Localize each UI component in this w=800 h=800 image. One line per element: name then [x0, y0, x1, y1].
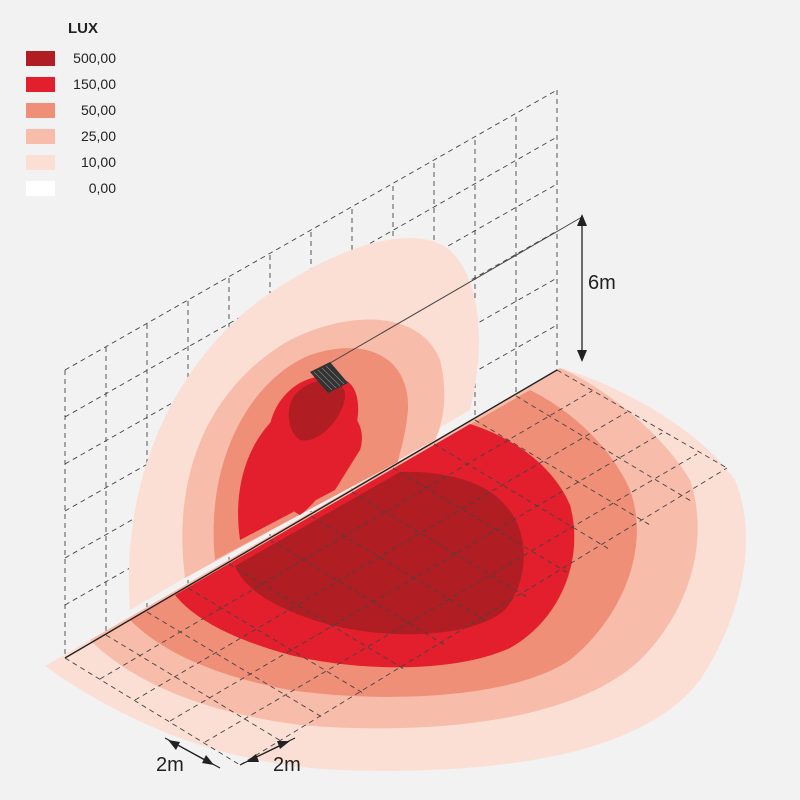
- height-dimension: [577, 214, 587, 362]
- legend-value-10: 10,00: [80, 154, 116, 170]
- grid-width-label: 2m: [273, 754, 301, 776]
- floor-zone-500: [235, 471, 524, 635]
- legend-swatch-50: [26, 103, 55, 118]
- legend-swatch-500: [26, 51, 55, 66]
- wall-isolux: [128, 238, 479, 610]
- legend-item-500: 500,00: [26, 50, 126, 67]
- legend-value-0: 0,00: [88, 180, 116, 196]
- wall-zone-500: [288, 380, 345, 441]
- legend-item-50: 50,00: [26, 102, 126, 119]
- wall-floor-edge: [64, 369, 558, 659]
- legend-value-25: 25,00: [80, 128, 116, 144]
- floor-isolux: [45, 368, 747, 771]
- height-dimension-label: 6m: [588, 272, 616, 294]
- floodlight-fixture: [310, 362, 348, 393]
- grid-width-dimension: [239, 737, 296, 766]
- mounting-line: [317, 216, 583, 371]
- legend-item-0: 0,00: [26, 180, 126, 197]
- legend-swatch-25: [26, 129, 55, 144]
- grid-depth-label: 2m: [156, 754, 184, 776]
- legend-value-50: 50,00: [80, 102, 116, 118]
- legend-title: LUX: [68, 20, 98, 37]
- legend-item-10: 10,00: [26, 154, 126, 171]
- legend-item-150: 150,00: [26, 76, 126, 93]
- floor-grid: [64, 369, 728, 766]
- grid-depth-dimension: [164, 737, 221, 769]
- legend-swatch-0: [26, 181, 55, 196]
- legend-item-25: 25,00: [26, 128, 126, 145]
- legend-value-500: 500,00: [73, 50, 116, 66]
- legend-swatch-150: [26, 77, 55, 92]
- legend-swatch-10: [26, 155, 55, 170]
- legend-value-150: 150,00: [73, 76, 116, 92]
